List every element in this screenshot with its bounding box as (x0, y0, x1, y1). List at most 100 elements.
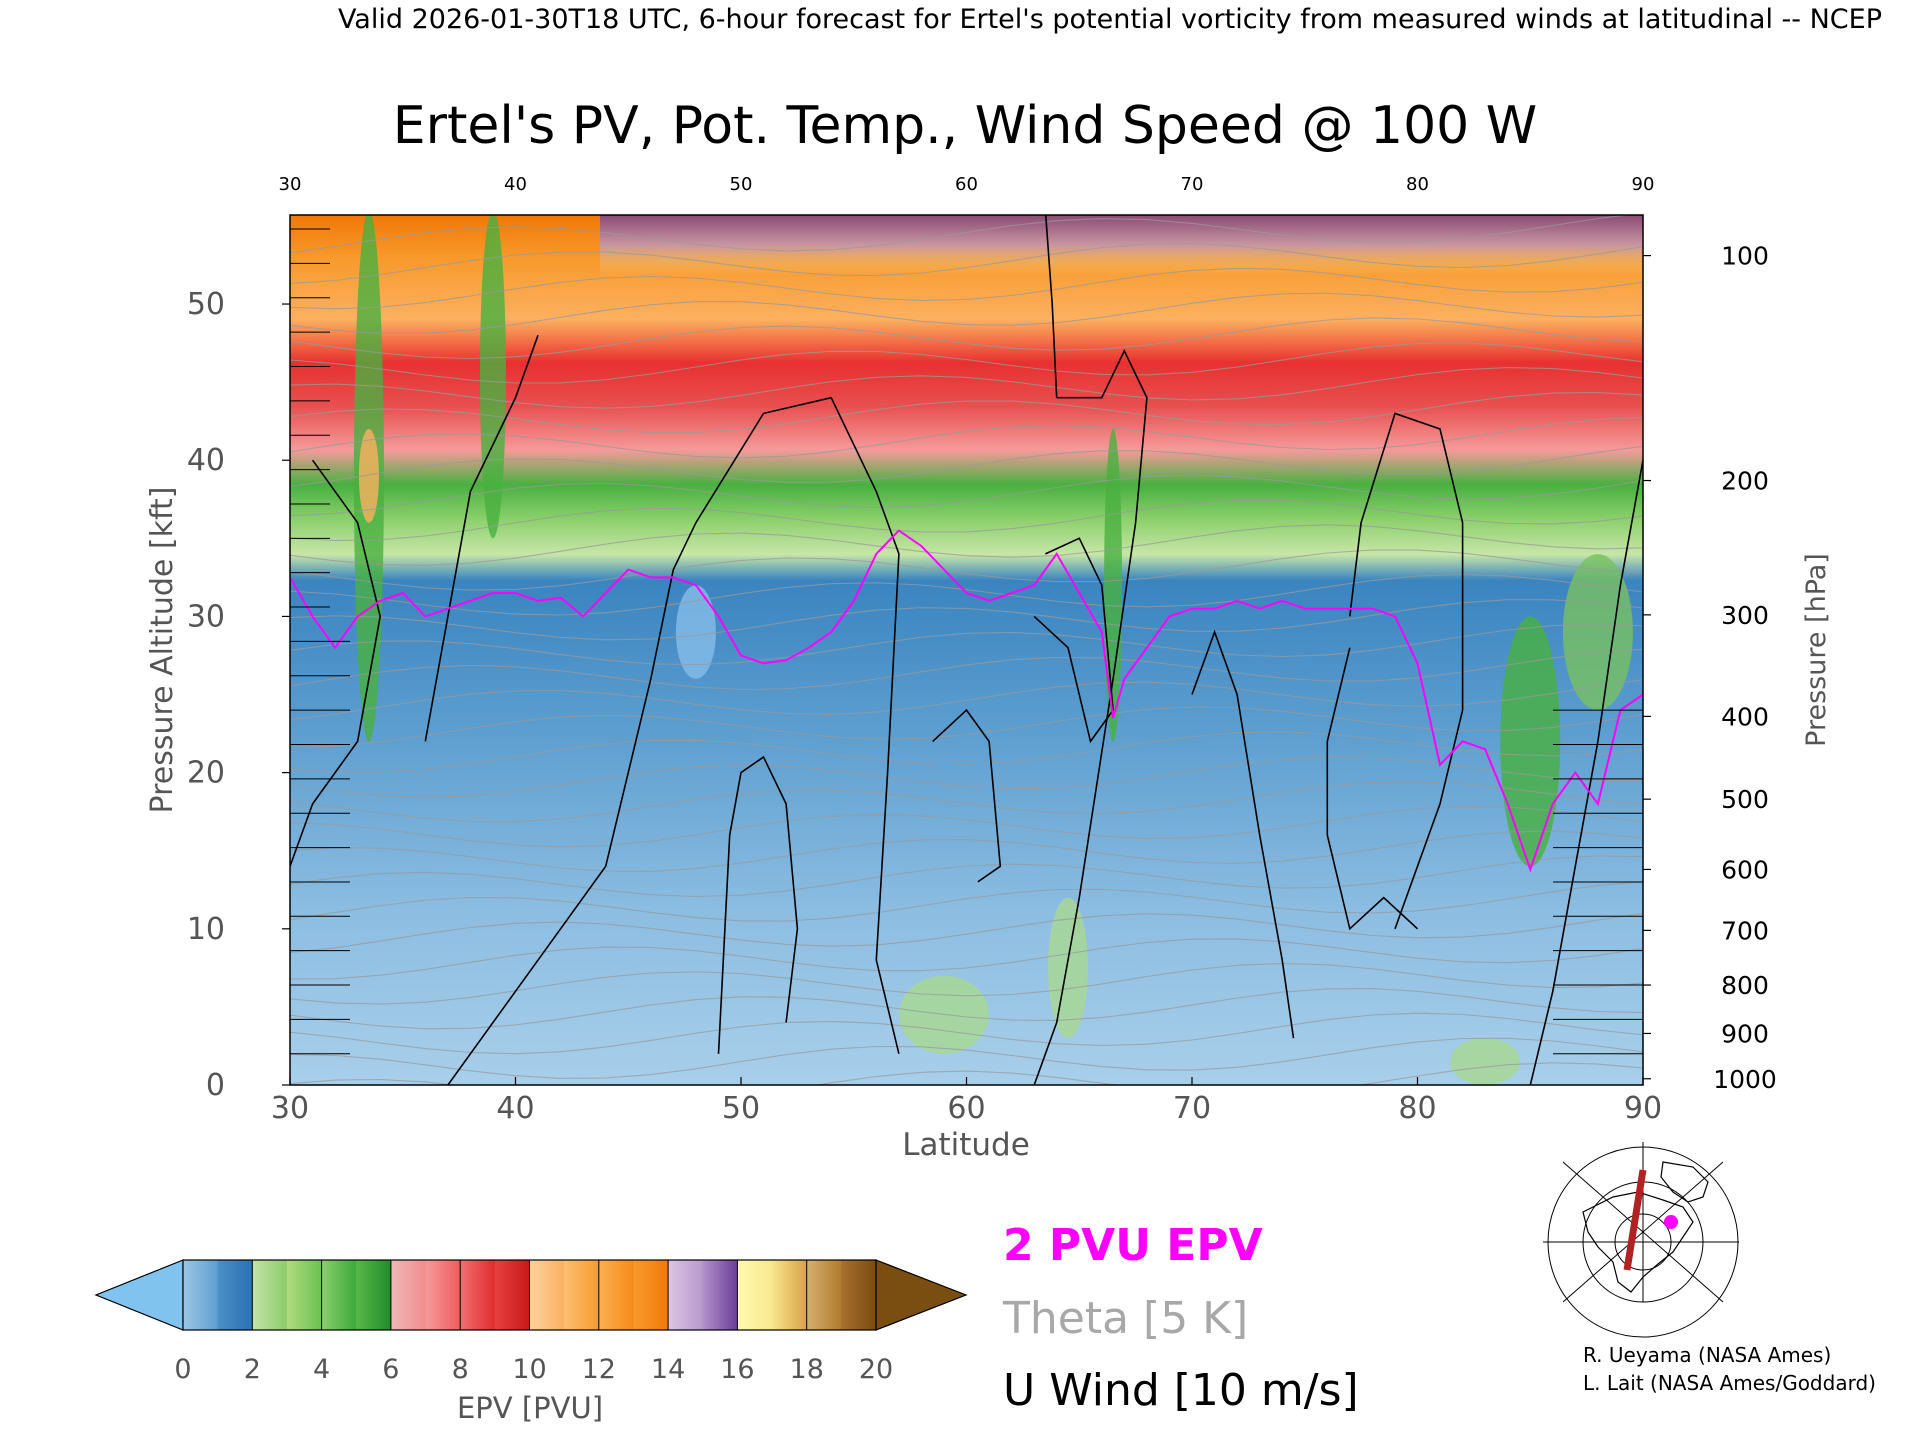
y-tick-label: 20 (187, 756, 225, 791)
theta-contour-20 (290, 549, 1643, 591)
u-wind-contour-7 (1191, 629, 1295, 1039)
credit-line-2: L. Lait (NASA Ames/Goddard) (1583, 1371, 1876, 1395)
x-axis-bottom: 30 40 50 60 70 80 90 (271, 1077, 1662, 1126)
u-wind-contour-10 (1529, 460, 1643, 1085)
field-feature-6 (1562, 553, 1633, 711)
u-wind-contour-0 (290, 459, 382, 867)
theta-contour-15 (290, 679, 1643, 721)
y-axis-right-pressure: 100 200 300 400 500 600 700 800 900 1000 (1643, 242, 1777, 1094)
theta-contour-21 (290, 524, 1643, 566)
theta-contour-2 (290, 1012, 1643, 1055)
colorbar-tick-label: 18 (790, 1354, 824, 1385)
y-tick-label: 0 (206, 1068, 225, 1103)
theta-contours (290, 215, 1643, 1085)
pressure-tick-label: 700 (1721, 916, 1769, 945)
theta-contour-24 (290, 445, 1643, 487)
u-wind-contour-6 (1033, 349, 1148, 1085)
plot-area (290, 215, 1643, 1085)
theta-contour-26 (290, 392, 1643, 434)
colorbar-tick-label: 12 (582, 1354, 616, 1385)
credit-line-1: R. Ueyama (NASA Ames) (1583, 1343, 1831, 1367)
colorbar-bin (460, 1260, 496, 1330)
theta-contour-25 (290, 416, 1643, 459)
colorbar-tick-label: 8 (452, 1354, 469, 1385)
field-feature-8 (1047, 897, 1088, 1039)
pressure-tick-label: 100 (1721, 242, 1769, 271)
x-top-tick-label: 50 (730, 174, 753, 195)
theta-contour-13 (290, 731, 1643, 773)
theta-contour-17 (290, 623, 1643, 666)
colorbar-under-arrow (94, 1259, 184, 1331)
theta-contour-14 (290, 706, 1643, 749)
y-tick-label: 50 (187, 287, 225, 322)
inset-point-marker (1664, 1215, 1678, 1229)
pressure-tick-label: 800 (1721, 971, 1769, 1000)
x-axis-top: 30 40 50 60 70 80 90 (279, 174, 1655, 195)
colorbar-bin (841, 1260, 877, 1330)
colorbar-bin (668, 1260, 704, 1330)
x-top-tick-label: 70 (1181, 174, 1204, 195)
colorbar-tick-label: 10 (512, 1354, 546, 1385)
theta-contour-1 (290, 1037, 1643, 1079)
colorbar-bin (390, 1260, 427, 1330)
colorbar-bin (286, 1260, 323, 1330)
colorbar-tick-label: 4 (313, 1354, 330, 1385)
field-feature-2 (358, 428, 379, 523)
colorbar-tick-label: 16 (720, 1354, 754, 1385)
u-wind-contour-4 (932, 708, 1002, 883)
theta-contour-5 (290, 938, 1643, 980)
colorbar-bin (737, 1260, 773, 1330)
x-top-tick-label: 90 (1632, 174, 1655, 195)
theta-contour-7 (290, 881, 1643, 922)
x-tick-label: 70 (1173, 1091, 1211, 1126)
u-wind-contours (290, 215, 1643, 1085)
colorbar-bin (529, 1260, 565, 1330)
theta-contour-32 (290, 243, 1643, 285)
x-tick-label: 50 (722, 1091, 760, 1126)
pressure-tick-label: 200 (1721, 467, 1769, 496)
x-tick-label: 30 (271, 1091, 309, 1126)
colorbar-bin (217, 1260, 253, 1330)
valid-header: Valid 2026-01-30T18 UTC, 6-hour forecast… (338, 4, 1882, 35)
legend-2pvu: 2 PVU EPV (1003, 1220, 1263, 1271)
colorbar-bin (598, 1260, 634, 1330)
theta-contour-23 (290, 474, 1643, 517)
u-wind-contour-5 (1033, 537, 1114, 744)
theta-contour-8 (290, 855, 1643, 898)
field-feature-5 (1500, 616, 1561, 867)
theta-contour-31 (290, 267, 1643, 310)
pressure-tick-label: 500 (1721, 785, 1769, 814)
epv-field-top-band (600, 215, 1643, 275)
x-top-tick-label: 60 (955, 174, 978, 195)
theta-contour-12 (290, 756, 1643, 798)
field-feature-9 (1450, 1038, 1521, 1085)
x-top-tick-label: 80 (1406, 174, 1429, 195)
colorbar-label: EPV [PVU] (457, 1391, 603, 1425)
u-wind-contour-2 (447, 396, 900, 1085)
theta-contour-33 (290, 215, 1633, 254)
inset-map (1543, 1142, 1739, 1338)
theta-contour-10 (290, 805, 1643, 848)
theta-contour-16 (290, 648, 1643, 691)
u-wind-contour-11 (1044, 215, 1058, 398)
pressure-tick-label: 900 (1721, 1019, 1769, 1048)
u-wind-contour-3 (717, 755, 799, 1054)
colorbar-bin (425, 1260, 461, 1330)
theta-contour-30 (290, 292, 1643, 334)
x-tick-label: 80 (1398, 1091, 1436, 1126)
theta-contour-18 (290, 599, 1643, 641)
colorbar-tick-label: 0 (174, 1354, 191, 1385)
pressure-tick-label: 1000 (1713, 1065, 1777, 1094)
y-tick-label: 30 (187, 599, 225, 634)
colorbar-tick-label: 20 (859, 1354, 893, 1385)
y-tick-label: 40 (187, 443, 225, 478)
y-axis-left: 0 10 20 30 40 50 (187, 287, 290, 1103)
pressure-tick-label: 300 (1721, 601, 1769, 630)
colorbar-bin (806, 1260, 842, 1330)
inset-cross-section-line (1623, 1169, 1647, 1271)
theta-contour-19 (290, 573, 1643, 616)
chart-title: Ertel's PV, Pot. Temp., Wind Speed @ 100… (393, 96, 1537, 156)
colorbar-bin (321, 1260, 357, 1330)
x-top-tick-label: 40 (504, 174, 527, 195)
